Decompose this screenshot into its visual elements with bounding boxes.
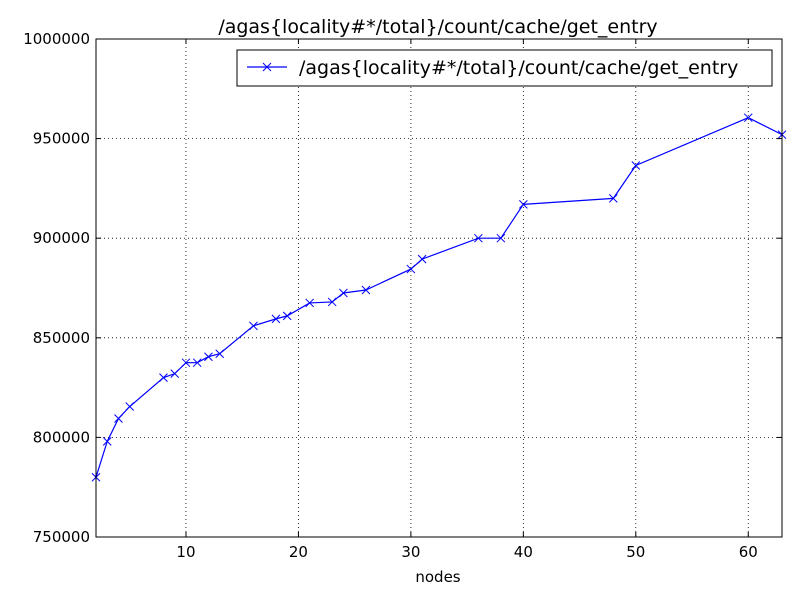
data-point-marker <box>102 437 112 446</box>
data-point-marker <box>282 311 292 321</box>
x-tick-label: 60 <box>739 543 758 561</box>
grid-lines <box>96 38 782 538</box>
x-tick-label: 10 <box>176 543 195 561</box>
y-tick-label: 1000000 <box>23 30 90 48</box>
data-point-marker <box>631 161 641 170</box>
x-tick-label: 40 <box>514 543 533 561</box>
axis-ticks: 10 20 30 40 50 60 750000 800000 850000 900000 9500… <box>23 30 782 561</box>
data-point-marker <box>204 352 213 362</box>
chart-title: /agas{locality#*/total}/count/cache/get_… <box>218 16 657 38</box>
data-point-marker <box>743 113 753 123</box>
data-point-marker <box>305 298 315 308</box>
legend-box <box>236 49 773 87</box>
x-tick-label: 30 <box>401 543 420 561</box>
data-point-marker <box>192 358 202 368</box>
plot-frame <box>95 38 783 538</box>
data-point-marker <box>271 314 281 324</box>
legend-label: /agas{locality#*/total}/count/cache/get_… <box>299 57 738 79</box>
data-point-marker <box>518 199 528 209</box>
series-line-layer <box>95 117 783 478</box>
data-point-marker <box>608 194 618 203</box>
x-axis-title: nodes <box>415 568 460 586</box>
data-point-marker <box>406 264 416 274</box>
x-tick-label: 50 <box>626 543 645 561</box>
legend-marker-x <box>262 62 272 72</box>
data-point-marker <box>170 369 180 379</box>
y-tick-label: 900000 <box>33 229 90 247</box>
data-point-marker <box>474 233 483 243</box>
data-point-marker <box>249 321 258 331</box>
data-point-marker <box>159 373 168 382</box>
data-point-markers <box>91 113 787 482</box>
series-line <box>95 117 783 478</box>
data-point-marker <box>361 285 371 295</box>
data-point-marker <box>339 288 348 298</box>
data-point-marker <box>496 233 506 243</box>
legend: /agas{locality#*/total}/count/cache/get_… <box>236 49 773 87</box>
data-point-marker <box>417 254 427 264</box>
y-tick-label: 750000 <box>33 528 90 546</box>
data-point-marker <box>215 349 225 359</box>
y-tick-label: 850000 <box>33 329 90 347</box>
y-tick-label: 800000 <box>33 428 90 446</box>
x-tick-label: 20 <box>289 543 308 561</box>
data-point-marker <box>125 402 135 411</box>
data-point-marker <box>327 297 337 307</box>
data-point-marker <box>181 358 191 368</box>
data-point-marker <box>114 414 123 423</box>
y-tick-label: 950000 <box>33 130 90 148</box>
